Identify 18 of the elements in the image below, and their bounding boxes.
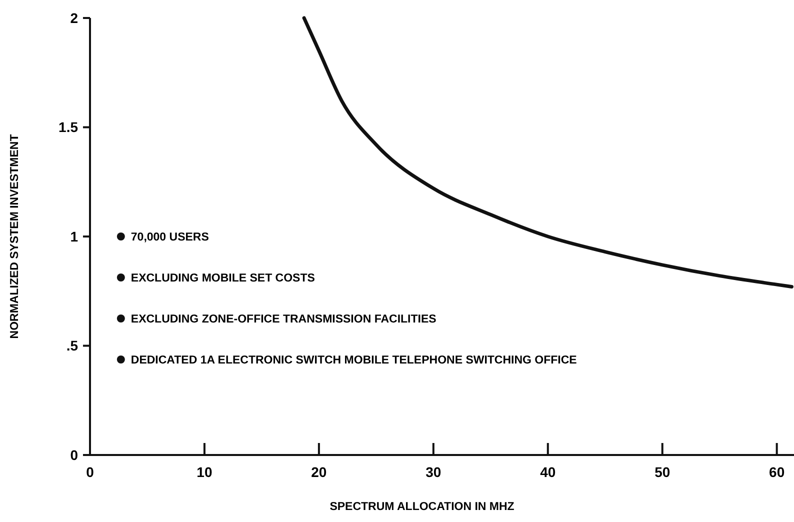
y-tick-label: 1 — [70, 228, 78, 244]
x-tick-label: 60 — [769, 464, 785, 480]
y-tick-label: 2 — [70, 10, 78, 26]
x-tick-label: 40 — [540, 464, 556, 480]
annotation: EXCLUDING ZONE-OFFICE TRANSMISSION FACILITIES — [130, 314, 437, 326]
x-axis-title: SPECTRUM ALLOCATION IN MHZ — [330, 501, 514, 513]
annotation: DEDICATED 1A ELECTRONIC SWITCH MOBILE TELEPHONE SWITCHING OFFICE — [130, 354, 578, 367]
x-tick-label: 10 — [196, 464, 212, 480]
y-tick-label: 0 — [70, 446, 78, 463]
y-axis-title: NORMALIZED SYSTEM INVESTMENT — [9, 134, 21, 339]
y-tick-label: 1.5 — [58, 119, 78, 136]
x-tick-label: 20 — [311, 464, 327, 480]
annotation: 70,000 USERS — [130, 232, 210, 244]
x-tick-label: 0 — [86, 464, 94, 480]
y-tick-label: .5 — [66, 338, 78, 354]
x-tick-label: 50 — [654, 464, 670, 480]
x-tick-label: 30 — [426, 464, 442, 480]
annotation: EXCLUDING MOBILE SET COSTS — [130, 272, 316, 285]
